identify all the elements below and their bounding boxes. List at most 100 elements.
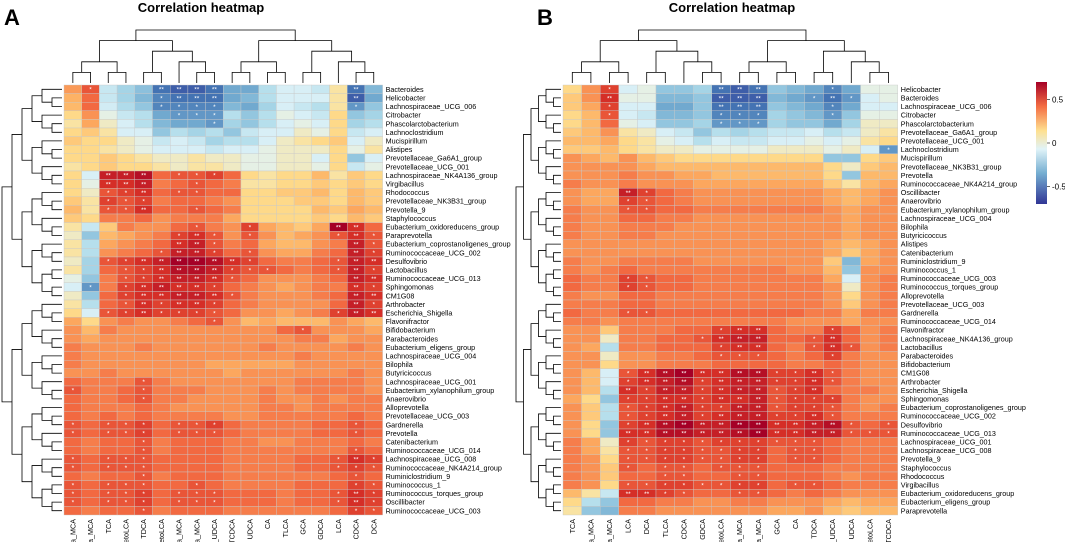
heatmap-cell [841, 506, 861, 516]
heatmap-cell [823, 454, 843, 464]
row-label: Paraprevotella [901, 506, 947, 515]
row-dendrogram-branch [31, 146, 42, 174]
heatmap-cell [860, 368, 880, 378]
heatmap-cell [581, 317, 601, 327]
heatmap-cell [364, 420, 383, 430]
heatmap-cell [618, 265, 638, 275]
heatmap-cell [581, 325, 601, 335]
heatmap-cell [347, 385, 366, 395]
heatmap-cell [823, 471, 843, 481]
significance-mark: * [195, 422, 198, 429]
heatmap-cell [276, 222, 295, 232]
row-dendrogram-branch [553, 415, 561, 426]
heatmap-cell [562, 463, 582, 473]
significance-mark: * [213, 500, 216, 507]
heatmap-cell [655, 170, 675, 180]
heatmap-cell [693, 153, 713, 163]
heatmap-cell [63, 136, 82, 146]
heatmap-cell [562, 127, 582, 137]
significance-mark: * [178, 190, 181, 197]
heatmap-cell [99, 222, 118, 232]
significance-mark: * [125, 190, 128, 197]
heatmap-cell [116, 377, 135, 387]
heatmap-cell [637, 213, 657, 223]
significance-mark: * [757, 482, 760, 489]
significance-mark: * [195, 224, 198, 231]
heatmap-cell [311, 248, 330, 258]
heatmap-cell [223, 497, 242, 507]
heatmap-cell [786, 110, 806, 120]
row-dendrogram-branch [51, 364, 62, 374]
heatmap-cell [804, 179, 824, 189]
panel-b-heatmap-cells: * ** ** ** *** ** ** ** * ** ** ** ** ** ** * * * ** * **** *… [562, 84, 899, 516]
heatmap-cell [240, 506, 259, 516]
column-label: T_beta_MCA [86, 519, 95, 542]
heatmap-cell [258, 119, 277, 129]
heatmap-cell [618, 291, 638, 301]
heatmap-cell [311, 377, 330, 387]
heatmap-cell [748, 248, 768, 258]
heatmap-cell [841, 454, 861, 464]
heatmap-cell [81, 368, 100, 378]
heatmap-cell [767, 230, 787, 240]
heatmap-cell [562, 299, 582, 309]
heatmap-cell [134, 101, 153, 111]
heatmap-cell [767, 342, 787, 352]
heatmap-cell [693, 299, 713, 309]
heatmap-cell [581, 368, 601, 378]
heatmap-cell [860, 170, 880, 180]
heatmap-cell [293, 446, 313, 456]
significance-mark: * [142, 500, 145, 507]
heatmap-cell [329, 334, 348, 344]
significance-mark: * [813, 439, 816, 446]
heatmap-cell [223, 170, 242, 180]
heatmap-cell [276, 93, 295, 103]
heatmap-cell [116, 119, 135, 129]
heatmap-cell [618, 213, 638, 223]
row-label: Sphingomonas [901, 394, 949, 403]
row-label: Butyricicoccus [386, 369, 432, 378]
row-dendrogram-branch [538, 250, 546, 284]
significance-mark: * [195, 113, 198, 120]
heatmap-cell [581, 230, 601, 240]
heatmap-cell [364, 162, 383, 172]
heatmap-cell [116, 360, 135, 370]
heatmap-cell [748, 239, 768, 249]
heatmap-cell [637, 144, 657, 154]
row-label: Lachnospiraceae_UCG_004 [386, 351, 477, 360]
heatmap-cell [152, 119, 171, 129]
heatmap-cell [116, 230, 135, 240]
significance-mark: * [89, 87, 92, 94]
heatmap-cell [347, 325, 366, 335]
heatmap-cell [311, 222, 330, 232]
heatmap-cell [860, 394, 880, 404]
column-label: TCDCA [228, 519, 237, 542]
significance-mark: * [645, 414, 648, 421]
significance-mark: ** [123, 173, 129, 180]
heatmap-cell [311, 282, 330, 292]
row-dendrogram-branch [523, 349, 531, 455]
heatmap-cell [258, 377, 277, 387]
heatmap-cell [240, 136, 259, 146]
significance-mark: * [776, 396, 779, 403]
row-label: Sphingomonas [386, 283, 434, 292]
heatmap-cell [169, 394, 189, 404]
significance-mark: * [231, 293, 234, 300]
heatmap-cell [841, 377, 861, 387]
heatmap-cell [169, 317, 189, 327]
heatmap-cell [187, 334, 206, 344]
row-dendrogram-branch [553, 286, 561, 297]
heatmap-cell [152, 179, 171, 189]
heatmap-cell [562, 213, 582, 223]
heatmap-cell [116, 385, 135, 395]
significance-mark: * [337, 259, 340, 266]
heatmap-cell [63, 93, 82, 103]
significance-mark: * [701, 457, 704, 464]
significance-mark: * [107, 310, 110, 317]
heatmap-cell [786, 282, 806, 292]
heatmap-cell [293, 342, 313, 352]
heatmap-cell [276, 385, 295, 395]
heatmap-cell [860, 471, 880, 481]
heatmap-cell [674, 265, 694, 275]
heatmap-cell [841, 179, 861, 189]
